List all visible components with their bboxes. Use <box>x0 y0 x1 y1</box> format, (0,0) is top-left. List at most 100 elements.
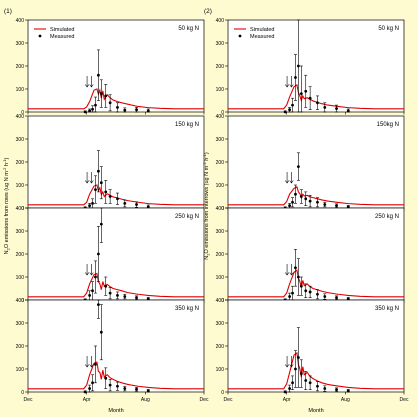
measured-point <box>115 102 119 113</box>
simulated-line <box>28 361 204 390</box>
measured-marker <box>135 387 138 391</box>
measured-marker <box>299 372 303 375</box>
measured-point <box>323 201 327 208</box>
measured-marker <box>146 109 150 113</box>
measured-point <box>123 199 127 208</box>
y-tick-label: 400 <box>216 18 225 24</box>
y-tick-label: 100 <box>216 183 225 189</box>
measured-point <box>335 104 339 113</box>
measured-point <box>315 289 319 300</box>
measured-marker <box>97 169 100 173</box>
measured-point <box>304 74 308 108</box>
measured-point <box>296 19 300 113</box>
measured-marker <box>346 297 350 301</box>
measured-marker <box>94 103 97 107</box>
measured-marker <box>99 222 103 226</box>
measured-marker <box>91 202 94 205</box>
legend-measured-swatch <box>238 34 242 38</box>
y-tick-label: 400 <box>16 206 25 212</box>
measured-marker <box>294 76 297 79</box>
simulated-line <box>228 269 404 298</box>
fertilization-arrow <box>289 76 294 88</box>
measured-point <box>96 299 100 319</box>
measured-marker <box>297 356 300 359</box>
measured-point <box>146 108 150 113</box>
plot-frame <box>227 299 405 393</box>
measured-marker <box>308 96 312 100</box>
x-axis-title: Month <box>308 408 323 414</box>
y-tick-label: 400 <box>16 298 25 304</box>
measured-marker <box>288 295 291 298</box>
measured-point <box>99 166 103 200</box>
measured-point <box>335 203 339 208</box>
measured-marker <box>323 203 327 206</box>
measured-marker <box>123 295 127 298</box>
measured-point <box>291 375 295 391</box>
panel-label: 50 kg N <box>378 26 399 32</box>
measured-marker <box>291 291 294 295</box>
measured-point <box>293 54 297 101</box>
measured-marker <box>123 387 127 390</box>
measured-marker <box>88 294 91 297</box>
measured-marker <box>116 294 119 297</box>
measured-marker <box>116 384 119 388</box>
y-tick-label: 100 <box>216 87 225 93</box>
plot-frame <box>227 115 405 209</box>
measured-point <box>104 367 108 389</box>
y-tick-label: 100 <box>216 275 225 281</box>
measured-point <box>299 276 303 296</box>
measured-marker <box>104 190 108 194</box>
y-axis-title: N2O emissions from interrows (ug N m-2 h… <box>202 152 211 260</box>
measured-point <box>315 381 319 392</box>
measured-point <box>108 379 112 392</box>
measured-marker <box>94 363 97 366</box>
measured-point <box>135 201 139 208</box>
measured-point <box>96 226 100 282</box>
measured-point <box>296 152 300 181</box>
measured-marker <box>316 200 319 204</box>
measured-point <box>335 295 339 300</box>
measured-point <box>83 110 87 114</box>
measured-marker <box>304 197 308 201</box>
measured-marker <box>83 390 87 394</box>
measured-point <box>108 189 112 204</box>
x-axis-title: Month <box>108 408 123 414</box>
measured-point <box>308 285 312 299</box>
measured-point <box>115 381 119 391</box>
y-tick-label: 300 <box>216 41 225 47</box>
measured-point <box>83 390 87 394</box>
measured-point <box>335 387 339 392</box>
figure-2: (2) 0 100 200 300 400 50 kg N SimulatedMeasured… <box>202 8 409 414</box>
measured-point <box>104 180 108 204</box>
fertilization-arrow <box>85 264 90 276</box>
measured-point <box>304 283 308 299</box>
measured-marker <box>297 165 300 169</box>
measured-point <box>291 285 295 301</box>
y-tick-label: 0 <box>221 206 224 212</box>
y-tick-label: 300 <box>16 321 25 327</box>
measured-point <box>104 84 108 108</box>
y-tick-label: 0 <box>221 298 224 304</box>
measured-marker <box>346 389 350 393</box>
measured-marker <box>91 289 94 293</box>
measured-point <box>88 384 92 393</box>
y-tick-label: 300 <box>216 321 225 327</box>
measured-point <box>91 374 95 392</box>
figure-label: (1) <box>4 8 12 15</box>
fertilization-arrow <box>85 356 90 368</box>
fertilization-arrow <box>285 264 290 276</box>
measured-point <box>123 385 127 392</box>
measured-marker <box>346 109 350 113</box>
measured-marker <box>288 204 291 208</box>
measured-marker <box>83 110 87 114</box>
measured-point <box>93 260 97 294</box>
measured-marker <box>108 101 112 105</box>
measured-point <box>88 108 92 113</box>
measured-point <box>93 345 97 384</box>
measured-point <box>299 65 303 113</box>
legend-measured-label: Measured <box>50 34 74 40</box>
y-tick-label: 200 <box>16 344 25 350</box>
measured-point <box>299 359 303 388</box>
measured-marker <box>104 284 108 288</box>
